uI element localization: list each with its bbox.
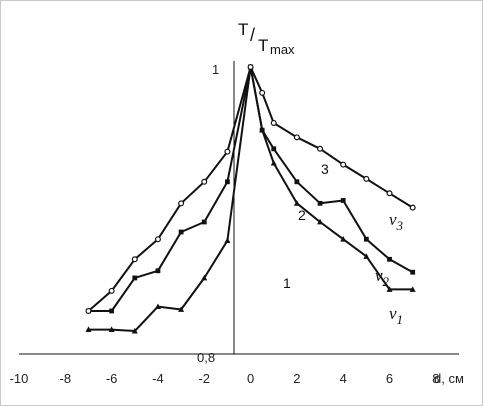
series-name-index: 3	[396, 218, 404, 233]
data-point	[293, 200, 300, 206]
data-point	[85, 326, 92, 333]
x-tick-label: 0	[247, 371, 254, 386]
data-point	[386, 190, 393, 197]
series-v2	[86, 64, 416, 314]
data-point	[410, 269, 416, 275]
data-point	[132, 275, 138, 281]
y-top-label: 1	[212, 62, 219, 77]
data-point	[270, 159, 277, 166]
x-tick-labels: -10 -8 -6 -4 -2 0 2 4 6 8	[10, 371, 440, 386]
y-bottom-label: 0,8	[197, 350, 215, 365]
data-point	[340, 236, 347, 242]
data-point	[131, 327, 138, 334]
data-point	[201, 178, 208, 185]
series-name-index: 1	[397, 312, 404, 327]
data-point	[109, 308, 115, 314]
y-axis-title-sub-index: max	[270, 42, 295, 57]
series-number-label: 3	[321, 161, 329, 177]
series-line	[87, 66, 414, 312]
data-point	[386, 286, 393, 292]
data-point	[293, 134, 300, 141]
x-tick-label: 8	[432, 371, 439, 386]
data-point	[363, 175, 370, 182]
x-tick-label: -6	[106, 371, 118, 386]
x-tick-label: 4	[340, 371, 347, 386]
data-point	[224, 148, 231, 155]
data-point	[363, 236, 369, 242]
x-tick-label: -2	[198, 371, 210, 386]
data-point	[201, 274, 208, 281]
axes	[19, 61, 459, 355]
data-point	[340, 198, 346, 203]
data-point	[317, 145, 324, 152]
data-point	[294, 179, 300, 185]
series-name-letter: v	[375, 266, 383, 285]
data-point	[317, 200, 323, 206]
x-tick-label: -8	[60, 371, 72, 386]
data-point	[387, 256, 392, 262]
data-point	[108, 326, 115, 333]
series-name-label: v3	[389, 210, 404, 233]
x-tick-label: -10	[10, 371, 29, 386]
series-name-index: 2	[383, 274, 390, 289]
series-group	[85, 63, 416, 334]
data-point	[317, 218, 324, 225]
data-point	[259, 127, 265, 133]
data-point	[131, 256, 138, 263]
series-number-label: 1	[283, 275, 291, 291]
data-point	[259, 89, 266, 96]
data-point	[363, 253, 370, 259]
data-point	[85, 307, 92, 314]
data-point	[247, 63, 254, 70]
y-axis-title-main: T	[238, 20, 248, 39]
data-point	[270, 119, 277, 126]
series-v3	[85, 63, 416, 314]
data-point	[409, 204, 416, 211]
data-point	[154, 236, 161, 243]
data-point	[409, 286, 416, 292]
y-axis-title-sub: T	[258, 36, 268, 55]
series-name-letter: v	[389, 304, 397, 323]
data-point	[225, 179, 230, 185]
data-point	[154, 303, 161, 310]
data-point	[340, 161, 347, 168]
data-point	[108, 287, 115, 294]
data-point	[178, 200, 185, 207]
y-axis-title-slash: /	[250, 25, 255, 45]
series-v1	[85, 63, 416, 334]
series-name-letter: v	[389, 210, 397, 229]
series-name-label: v1	[389, 304, 403, 327]
series-line	[88, 66, 413, 332]
data-point	[155, 268, 161, 274]
x-tick-label: -4	[152, 371, 164, 386]
x-tick-label: 2	[293, 371, 300, 386]
series-name-label: v2	[375, 266, 390, 289]
series-number-label: 2	[298, 207, 306, 223]
data-point	[201, 219, 207, 225]
data-point	[178, 229, 184, 235]
series-line	[88, 66, 414, 312]
x-axis-title: d, см	[434, 371, 464, 386]
data-point	[178, 306, 185, 312]
data-point	[271, 146, 277, 152]
data-point	[224, 237, 231, 244]
x-tick-label: 6	[386, 371, 393, 386]
